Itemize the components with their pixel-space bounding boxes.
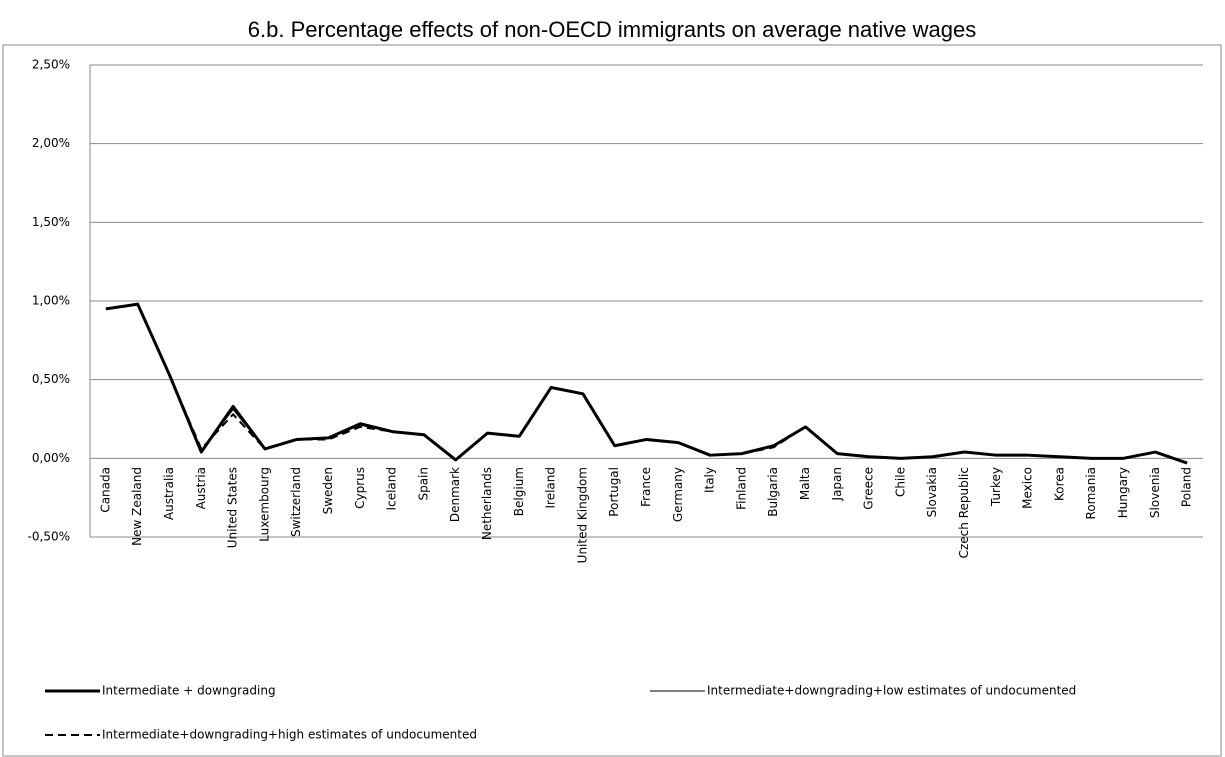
x-tick-label: Hungary [1116,467,1130,518]
legend-label: Intermediate+downgrading+high estimates … [102,728,477,742]
x-tick-label: Spain [416,467,430,501]
x-tick-label: Turkey [989,467,1003,507]
x-tick-label: Finland [734,467,748,510]
x-tick-label: Sweden [321,467,335,514]
x-tick-label: Cyprus [353,467,367,509]
x-tick-label: New Zealand [130,467,144,546]
x-tick-label: France [639,467,653,507]
legend-label: Intermediate + downgrading [102,684,276,698]
x-tick-label: Switzerland [289,467,303,537]
x-tick-label: Japan [830,467,844,501]
x-tick-label: United States [226,467,240,548]
y-tick-label: -0,50% [28,530,70,544]
y-tick-label: 2,50% [32,58,70,72]
y-tick-label: 0,50% [32,372,70,386]
x-tick-label: Canada [98,467,112,513]
x-tick-label: Iceland [385,467,399,510]
x-tick-label: Germany [671,467,685,522]
x-tick-label: Ireland [544,467,558,509]
x-tick-label: Denmark [448,467,462,522]
chart-border [2,44,1222,757]
x-tick-label: Luxembourg [257,467,271,542]
x-tick-label: Bulgaria [766,467,780,517]
x-tick-label: United Kingdom [575,467,589,563]
x-tick-label: Chile [893,467,907,497]
x-tick-label: Belgium [512,467,526,516]
x-tick-label: Australia [162,467,176,520]
x-tick-label: Portugal [607,467,621,517]
y-tick-label: 1,00% [32,294,70,308]
x-tick-label: Mexico [1021,467,1035,509]
x-tick-label: Slovenia [1148,467,1162,518]
y-tick-label: 2,00% [32,136,70,150]
legend-label: Intermediate+downgrading+low estimates o… [707,684,1076,698]
x-tick-label: Greece [862,467,876,510]
x-tick-label: Poland [1180,467,1194,507]
y-tick-label: 0,00% [32,451,70,465]
x-tick-label: Czech Republic [957,467,971,558]
x-tick-label: Malta [798,467,812,500]
x-tick-label: Austria [194,467,208,509]
x-tick-label: Korea [1052,467,1066,501]
y-tick-label: 1,50% [32,215,70,229]
x-tick-label: Netherlands [480,467,494,540]
x-tick-label: Romania [1084,467,1098,519]
x-tick-label: Slovakia [925,467,939,517]
series-line [105,302,1188,465]
chart-title: 6.b. Percentage effects of non-OECD immi… [248,17,976,42]
x-tick-label: Italy [703,467,717,493]
